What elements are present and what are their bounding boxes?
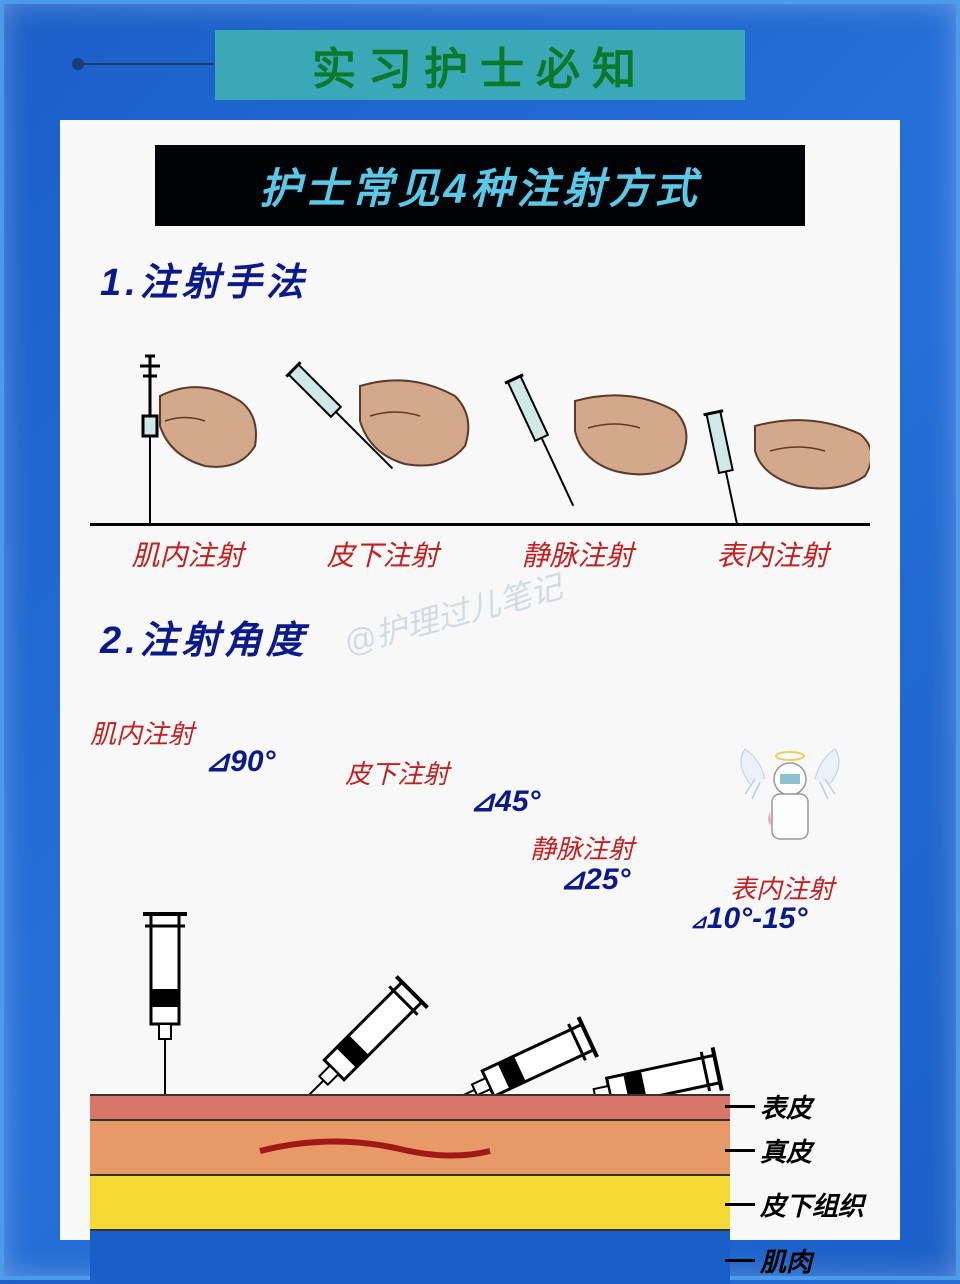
layer-label: 真皮 — [725, 1132, 812, 1169]
header-banner-text: 实习护士必知 — [312, 33, 648, 97]
layer-dermis — [90, 1119, 730, 1174]
title-bar: 护士常见4种注射方式 — [155, 145, 805, 226]
technique-illustrations — [90, 326, 870, 526]
technique-label: 肌内注射 — [131, 534, 243, 574]
layer-labels: 表皮 真皮 皮下组织 肌肉 — [725, 1094, 875, 1284]
technique-label: 皮下注射 — [326, 534, 438, 574]
technique-label: 表内注射 — [716, 534, 828, 574]
card-title: 护士常见4种注射方式 — [259, 165, 700, 212]
technique-label: 静脉注射 — [521, 534, 633, 574]
section1-heading: 1.注射手法 — [100, 251, 870, 306]
technique-labels: 肌内注射 皮下注射 静脉注射 表内注射 — [90, 534, 870, 574]
layer-label: 肌肉 — [725, 1242, 812, 1279]
main-card: 护士常见4种注射方式 1.注射手法 — [60, 120, 900, 1240]
technique-row — [90, 326, 870, 526]
section2-heading: 2.注射角度 — [100, 609, 870, 664]
angle-area: 肌内注射 ⊿90° 皮下注射 ⊿45° 静脉注射 ⊿25° 表内注射 ⊿10°-… — [90, 684, 870, 1284]
blood-vessel-icon — [90, 1121, 730, 1176]
header-line — [84, 63, 214, 65]
layer-muscle — [90, 1229, 730, 1284]
skin-layers — [90, 1094, 730, 1284]
header-bullet — [72, 58, 84, 70]
header-banner: 实习护士必知 — [215, 30, 745, 100]
layer-label: 表皮 — [725, 1088, 812, 1125]
layer-label: 皮下组织 — [725, 1186, 864, 1223]
angel-nurse-icon — [730, 734, 850, 854]
layer-epidermis — [90, 1094, 730, 1119]
layer-subcutaneous — [90, 1174, 730, 1229]
